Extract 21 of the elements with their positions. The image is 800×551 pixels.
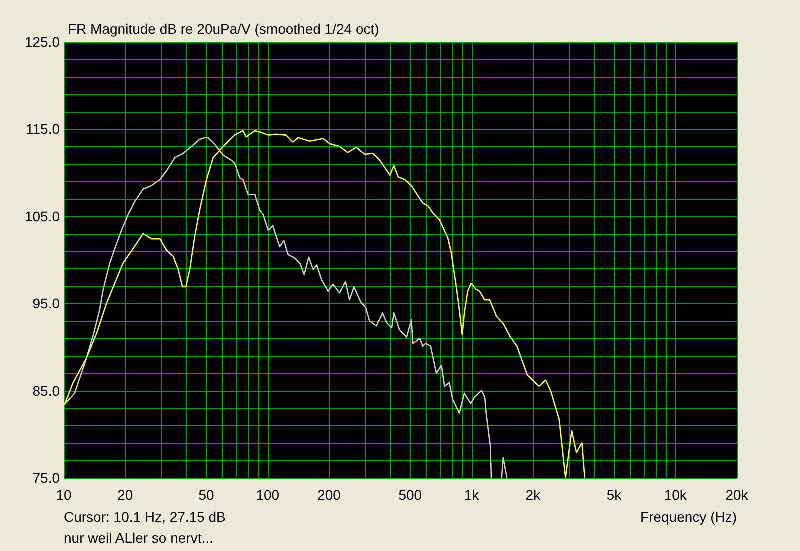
- y-tick-label: 105.0: [24, 208, 60, 224]
- x-tick-label: 5k: [606, 487, 623, 503]
- text: nur weil ALler so nervt...: [64, 530, 214, 546]
- x-tick-label: 10k: [664, 487, 688, 503]
- x-tick-label: 50: [198, 487, 214, 503]
- x-tick-label: 2k: [526, 487, 542, 503]
- y-tick-label: 95.0: [32, 296, 60, 312]
- x-tick-label: 20: [118, 487, 134, 503]
- x-tick-label: 1k: [464, 487, 480, 503]
- y-tick-label: 125.0: [24, 34, 60, 50]
- x-tick-label: 20k: [726, 487, 750, 503]
- text: Cursor: 10.1 Hz, 27.15 dB: [64, 509, 226, 525]
- x-axis-title: Frequency (Hz): [640, 509, 737, 525]
- x-tick-label: 100: [256, 487, 280, 503]
- chart-title: FR Magnitude dB re 20uPa/V (smoothed 1/24 oct): [68, 21, 380, 37]
- x-tick-label: 200: [318, 487, 342, 503]
- y-tick-label: 115.0: [26, 121, 60, 138]
- y-tick-label: 75.0: [32, 470, 60, 486]
- x-tick-label: 10: [56, 487, 72, 503]
- y-tick-label: 85.0: [32, 382, 60, 399]
- x-tick-label: 500: [398, 487, 422, 503]
